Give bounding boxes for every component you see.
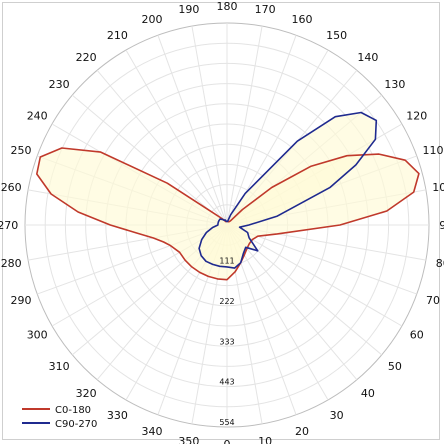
angle-label: 320	[76, 387, 97, 400]
grid-spoke	[157, 35, 228, 226]
angle-label: 270	[0, 219, 18, 232]
angle-label: 130	[384, 78, 405, 91]
angle-label: 60	[410, 329, 424, 342]
legend-label-c0-180: C0-180	[55, 405, 91, 416]
legend: C0-180 C90-270	[22, 405, 97, 430]
angle-label: 30	[330, 409, 344, 422]
angle-label: 260	[1, 181, 22, 194]
angle-label: 110	[423, 144, 444, 157]
grid-spoke	[71, 94, 228, 226]
angle-label: 170	[255, 3, 276, 16]
series-fill-c90-270	[199, 112, 377, 269]
angle-label: 310	[49, 360, 70, 373]
grid-spoke	[226, 25, 263, 226]
angle-label: 120	[406, 109, 427, 122]
radial-tick-label: 554	[219, 418, 234, 427]
radial-tick-label: 333	[219, 337, 234, 346]
angle-label: 0	[224, 438, 231, 444]
grid-spoke	[226, 224, 403, 327]
angle-label: 330	[107, 409, 128, 422]
angle-label: 140	[357, 51, 378, 64]
angle-label: 80	[436, 257, 444, 270]
radial-labels: 111 222 333 443 554	[219, 257, 234, 428]
angle-label: 190	[178, 3, 199, 16]
angle-label: 150	[326, 29, 347, 42]
angle-label: 40	[361, 387, 375, 400]
radial-tick-label: 443	[219, 378, 234, 387]
angle-label: 290	[11, 294, 32, 307]
series-line-c90-270	[198, 111, 378, 269]
angle-label: 300	[27, 329, 48, 342]
angle-label: 240	[27, 109, 48, 122]
grid-spoke	[191, 25, 228, 226]
angle-label: 50	[388, 360, 402, 373]
angle-label: 70	[426, 294, 440, 307]
angle-label: 10	[258, 435, 272, 444]
legend-label-c90-270: C90-270	[55, 419, 97, 430]
grid-spoke	[125, 49, 228, 226]
angle-label: 100	[432, 181, 444, 194]
angle-label: 200	[142, 13, 163, 26]
radial-tick-label: 222	[219, 297, 234, 306]
angle-label: 350	[178, 435, 199, 444]
grid-spoke	[96, 69, 228, 226]
angle-label: 20	[295, 425, 309, 438]
angle-label: 280	[1, 257, 22, 270]
angle-label: 250	[11, 144, 32, 157]
angle-label: 210	[107, 29, 128, 42]
angle-label: 340	[142, 425, 163, 438]
angle-label: 220	[76, 51, 97, 64]
series-layer	[36, 111, 420, 281]
angle-label: 90	[439, 219, 444, 232]
angle-label: 180	[217, 0, 238, 13]
grid-spoke	[226, 224, 358, 381]
angle-label: 230	[49, 78, 70, 91]
radial-tick-label: 111	[219, 257, 234, 266]
grid-spoke	[226, 35, 297, 226]
angle-label: 160	[292, 13, 313, 26]
